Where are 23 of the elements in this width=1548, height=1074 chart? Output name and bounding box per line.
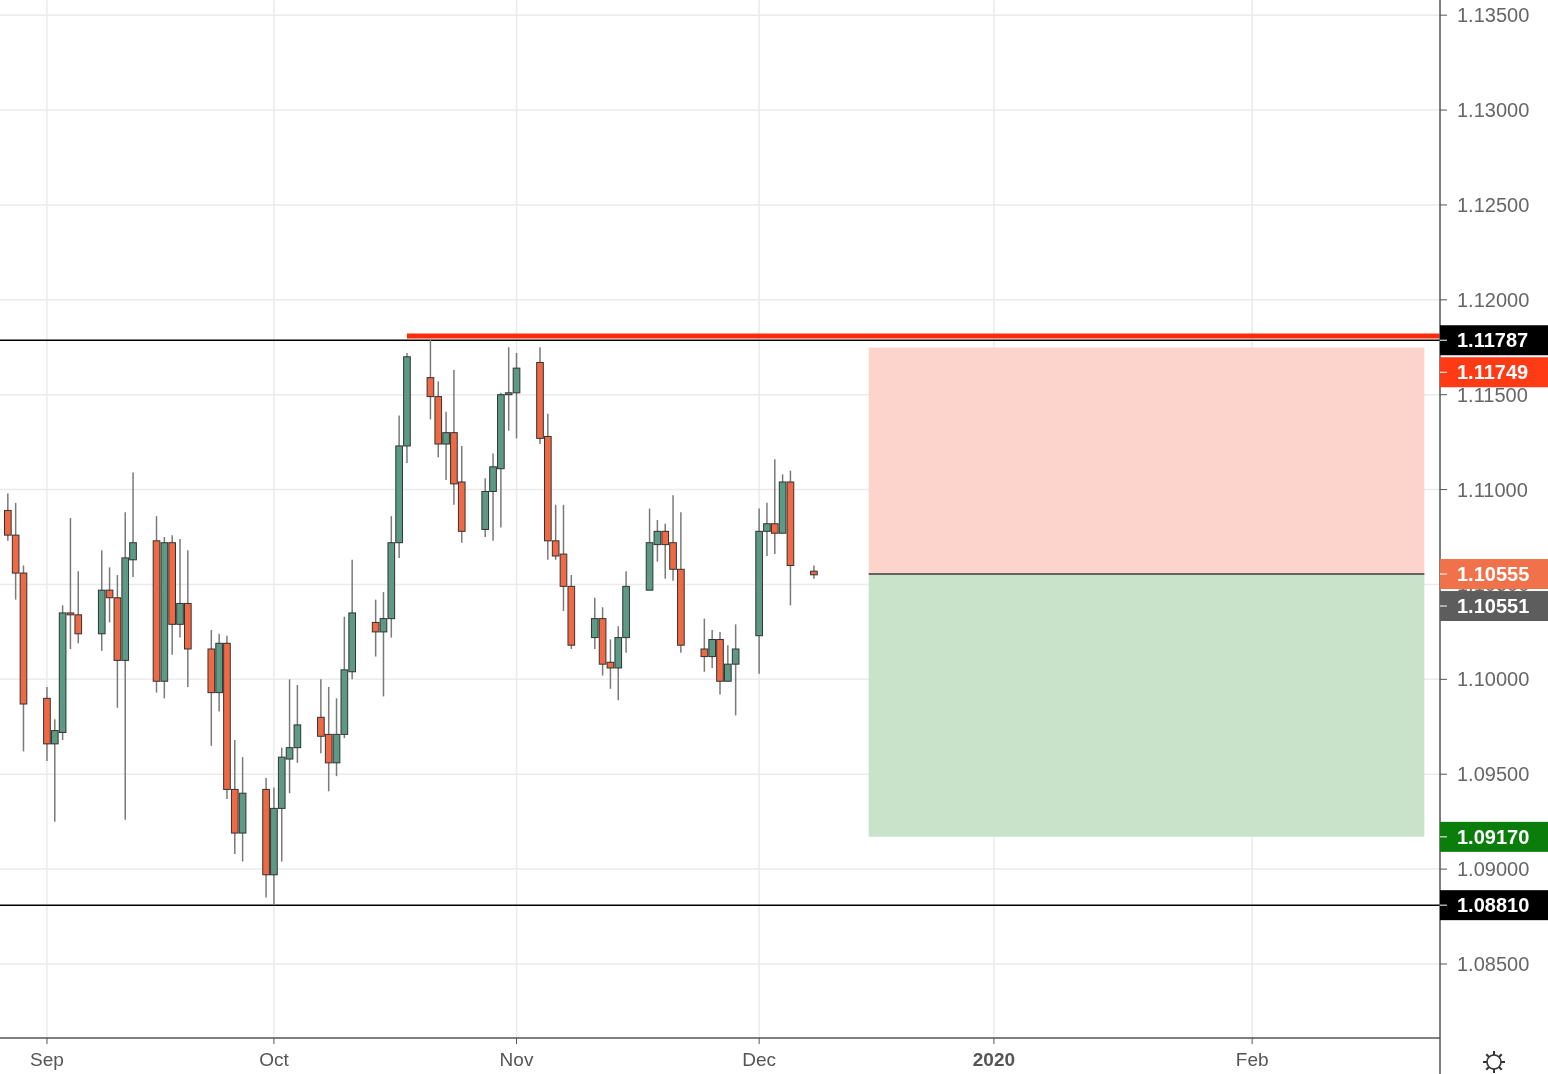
y-tick-label: 1.08500 [1457, 952, 1530, 975]
ref-line-label: 1.08810 [1457, 894, 1530, 917]
x-tick-label: Sep [30, 1049, 64, 1070]
annotation: 1.11749 [1457, 361, 1529, 384]
x-tick-label: 2020 [972, 1049, 1016, 1070]
x-tick-label: Feb [1235, 1049, 1269, 1070]
y-tick-label: 1.10000 [1457, 668, 1530, 691]
y-tick-label: 1.11000 [1457, 478, 1528, 501]
y-tick-label: 1.11500 [1457, 383, 1528, 406]
y-tick-label: 1.12000 [1457, 288, 1530, 311]
text: 1.10551 [1457, 595, 1530, 618]
x-tick-label: Nov [499, 1049, 534, 1070]
ref-line-label: 1.11787 [1457, 329, 1529, 352]
y-tick-label: 1.13500 [1457, 4, 1530, 27]
y-tick-label: 1.12500 [1457, 193, 1530, 216]
y-tick-label: 1.13000 [1457, 99, 1530, 122]
y-tick-label: 1.09500 [1457, 763, 1530, 786]
annotation: 1.10555 [1457, 563, 1530, 586]
x-tick-label: Dec [742, 1049, 777, 1070]
annotation: 1.09170 [1457, 825, 1530, 848]
candlestick [810, 564, 818, 580]
y-tick-label: 1.09000 [1457, 858, 1530, 881]
x-tick-label: Oct [259, 1049, 290, 1070]
